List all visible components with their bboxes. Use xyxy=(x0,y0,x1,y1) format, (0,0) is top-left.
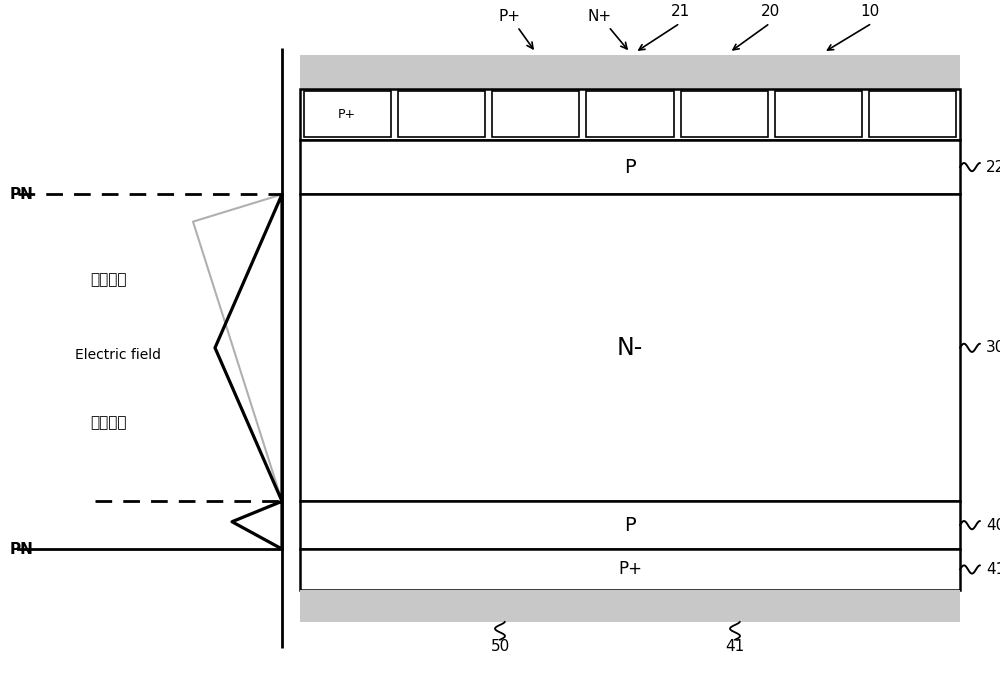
Text: 30: 30 xyxy=(986,340,1000,355)
Text: 40: 40 xyxy=(986,518,1000,533)
Text: 41: 41 xyxy=(986,562,1000,577)
Text: N-: N- xyxy=(617,336,643,360)
Text: PN: PN xyxy=(10,542,34,557)
Text: 21: 21 xyxy=(670,4,690,19)
Text: P: P xyxy=(624,158,636,177)
Text: 41: 41 xyxy=(725,639,745,654)
Text: P+: P+ xyxy=(499,9,533,48)
Text: 50: 50 xyxy=(490,639,510,654)
Text: N+: N+ xyxy=(588,9,627,49)
Bar xyxy=(304,91,391,138)
Bar xyxy=(300,590,960,622)
Bar xyxy=(300,501,960,549)
Bar xyxy=(300,140,960,194)
Bar xyxy=(586,91,674,138)
Text: PN: PN xyxy=(10,187,34,202)
Bar xyxy=(300,55,960,89)
Bar xyxy=(300,549,960,590)
Text: 反向阻断: 反向阻断 xyxy=(90,415,126,430)
Text: Electric field: Electric field xyxy=(75,348,161,361)
Bar xyxy=(492,91,579,138)
Text: 22: 22 xyxy=(986,160,1000,175)
Text: 正向阻断: 正向阻断 xyxy=(90,272,126,287)
Bar xyxy=(398,91,485,138)
Text: P+: P+ xyxy=(338,108,356,121)
Text: P: P xyxy=(624,516,636,535)
Bar xyxy=(869,91,956,138)
Bar xyxy=(681,91,768,138)
Bar xyxy=(300,194,960,501)
Text: P+: P+ xyxy=(618,561,642,578)
Bar xyxy=(300,89,960,140)
Text: 20: 20 xyxy=(760,4,780,19)
Bar xyxy=(775,91,862,138)
Text: 10: 10 xyxy=(860,4,880,19)
